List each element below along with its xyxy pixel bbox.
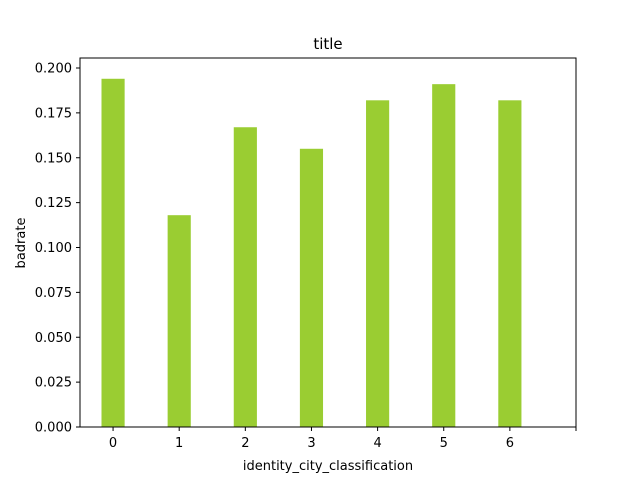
bar-3 xyxy=(299,148,324,427)
y-tick-label: 0.100 xyxy=(35,241,72,256)
x-tick-label: 0 xyxy=(109,436,117,451)
bar-1 xyxy=(167,215,191,427)
x-tick-label: 5 xyxy=(440,436,448,451)
y-axis-label: badrate xyxy=(14,218,29,269)
bar-6 xyxy=(498,100,522,427)
bar-4 xyxy=(366,100,390,427)
x-tick-label: 1 xyxy=(175,436,183,451)
x-axis-label: identity_city_classification xyxy=(243,459,413,474)
plot-frame xyxy=(79,57,577,428)
y-tick-label: 0.075 xyxy=(35,286,72,301)
x-tick-label: 4 xyxy=(373,436,381,451)
y-tick-label: 0.000 xyxy=(35,421,72,436)
x-tick-label: 6 xyxy=(506,436,514,451)
y-tick-label: 0.175 xyxy=(35,106,72,121)
x-tick-label: 2 xyxy=(241,436,249,451)
bar-0 xyxy=(101,78,125,428)
y-axis: 0.000 0.025 0.050 0.075 0.100 0.125 0.150 0.175… xyxy=(35,62,80,436)
y-tick-label: 0.025 xyxy=(35,376,72,391)
bar-5 xyxy=(432,84,456,427)
chart-title: title xyxy=(313,35,342,53)
bars-group xyxy=(101,78,522,428)
x-axis: 0 1 2 3 4 5 6 xyxy=(109,427,577,451)
x-tick-label: 3 xyxy=(307,436,315,451)
y-tick-label: 0.150 xyxy=(35,151,72,166)
y-tick-label: 0.200 xyxy=(35,62,72,77)
bar-2 xyxy=(233,127,257,428)
y-tick-label: 0.125 xyxy=(35,196,72,211)
y-tick-label: 0.050 xyxy=(35,331,72,346)
